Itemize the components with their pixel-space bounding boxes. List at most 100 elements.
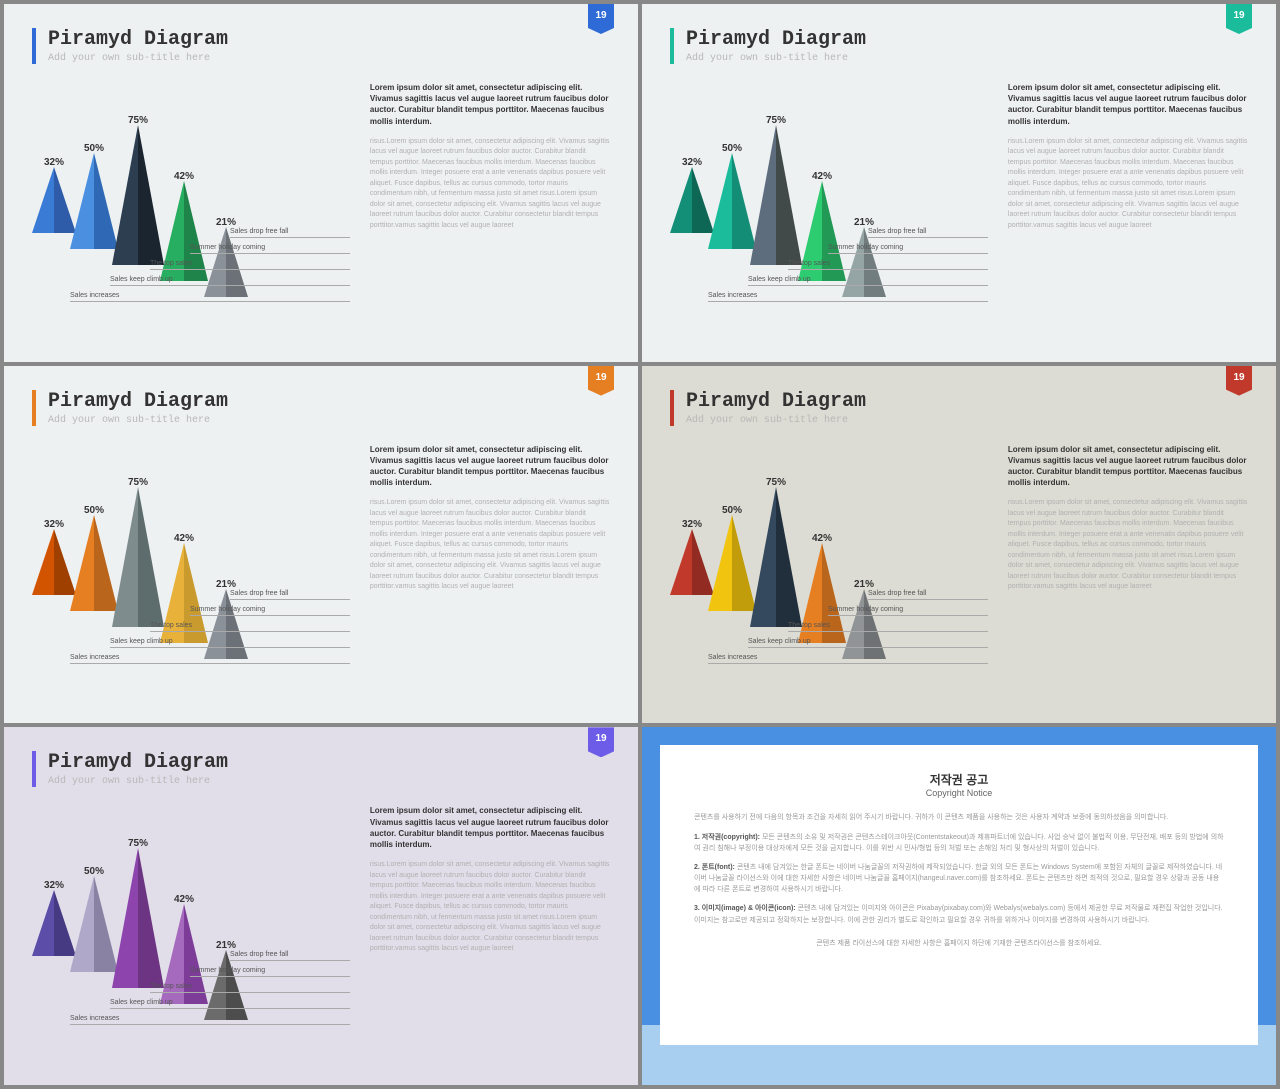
pyramid-chart: 32% 50% 75% 42% 21%Sales drop free fallS… xyxy=(32,805,350,1025)
pyramid-caption-2: Summer holiday coming xyxy=(190,606,350,616)
pyramid-caption-1: Sales drop free fall xyxy=(230,951,350,961)
pyramid-caption-3: The top sales xyxy=(150,622,350,632)
body-paragraph: risus.Lorem ipsum dolor sit amet, consec… xyxy=(1008,498,1248,593)
slide-title: Piramyd Diagram xyxy=(48,751,610,774)
title-block: Piramyd Diagram Add your own sub-title h… xyxy=(32,28,610,64)
slide-number-badge: 19 xyxy=(588,727,614,757)
pyramid-caption-2: Summer holiday coming xyxy=(190,967,350,977)
slide-title: Piramyd Diagram xyxy=(48,28,610,51)
pyramid-2 xyxy=(70,876,118,977)
pyramid-caption-3: The top sales xyxy=(150,260,350,270)
pyramid-value-3: 75% xyxy=(128,477,148,488)
pyramid-chart: 32% 50% 75% 42% 21%Sales drop free fallS… xyxy=(32,82,350,302)
slide-number-badge: 19 xyxy=(1226,366,1252,396)
slide-content: 32% 50% 75% 42% 21%Sales drop free fallS… xyxy=(670,444,1248,664)
pyramid-caption-2: Summer holiday coming xyxy=(828,606,988,616)
slide-content: 32% 50% 75% 42% 21%Sales drop free fallS… xyxy=(32,805,610,1025)
pyramid-caption-5: Sales increases xyxy=(70,654,350,664)
slide-subtitle: Add your own sub-title here xyxy=(48,776,610,787)
pyramid-icon xyxy=(708,515,756,611)
slide-number-badge: 19 xyxy=(1226,4,1252,34)
pyramid-caption-1: Sales drop free fall xyxy=(230,590,350,600)
text-column: Lorem ipsum dolor sit amet, consectetur … xyxy=(370,444,610,664)
pyramid-2 xyxy=(708,515,756,616)
pyramid-value-2: 50% xyxy=(84,143,104,154)
title-block: Piramyd Diagram Add your own sub-title h… xyxy=(670,390,1248,426)
pyramid-chart: 32% 50% 75% 42% 21%Sales drop free fallS… xyxy=(670,444,988,664)
text-column: Lorem ipsum dolor sit amet, consectetur … xyxy=(370,82,610,302)
pyramid-caption-2: Summer holiday coming xyxy=(828,244,988,254)
pyramid-4 xyxy=(160,904,208,1009)
pyramid-value-1: 32% xyxy=(682,519,702,530)
pyramid-caption-1: Sales drop free fall xyxy=(230,228,350,238)
copyright-section-1: 1. 저작권(copyright): 모든 콘텐츠의 소유 및 저작권은 콘텐츠… xyxy=(694,832,1224,854)
text-column: Lorem ipsum dolor sit amet, consectetur … xyxy=(370,805,610,1025)
slide-subtitle: Add your own sub-title here xyxy=(686,415,1248,426)
copyright-title-en: Copyright Notice xyxy=(694,788,1224,798)
copyright-body: 콘텐츠를 사용하기 전에 다음의 항목과 조건을 자세히 읽어 주시기 바랍니다… xyxy=(694,812,1224,949)
pyramid-caption-4: Sales keep climb up xyxy=(110,276,350,286)
pyramid-icon xyxy=(112,487,164,627)
copyright-footer: 콘텐츠 제품 라이선스에 대한 자세한 사항은 홈페이지 하단에 기재한 콘텐츠… xyxy=(694,938,1224,949)
pyramid-icon xyxy=(112,848,164,988)
pyramid-4 xyxy=(798,543,846,648)
pyramid-caption-4: Sales keep climb up xyxy=(748,638,988,648)
slide-subtitle: Add your own sub-title here xyxy=(48,415,610,426)
pyramid-caption-3: The top sales xyxy=(788,260,988,270)
slide-3: 19 Piramyd Diagram Add your own sub-titl… xyxy=(4,366,638,724)
pyramid-caption-1: Sales drop free fall xyxy=(868,228,988,238)
pyramid-caption-2: Summer holiday coming xyxy=(190,244,350,254)
pyramid-chart: 32% 50% 75% 42% 21%Sales drop free fallS… xyxy=(32,444,350,664)
pyramid-value-3: 75% xyxy=(766,477,786,488)
pyramid-caption-4: Sales keep climb up xyxy=(110,638,350,648)
pyramid-2 xyxy=(708,153,756,254)
copyright-title-kr: 저작권 공고 xyxy=(694,771,1224,788)
body-paragraph: risus.Lorem ipsum dolor sit amet, consec… xyxy=(370,860,610,955)
text-column: Lorem ipsum dolor sit amet, consectetur … xyxy=(1008,82,1248,302)
pyramid-value-1: 32% xyxy=(44,519,64,530)
lead-paragraph: Lorem ipsum dolor sit amet, consectetur … xyxy=(370,82,610,127)
slide-copyright: 저작권 공고 Copyright Notice 콘텐츠를 사용하기 전에 다음의… xyxy=(642,727,1276,1085)
lead-paragraph: Lorem ipsum dolor sit amet, consectetur … xyxy=(1008,444,1248,489)
slide-title: Piramyd Diagram xyxy=(48,390,610,413)
pyramid-caption-5: Sales increases xyxy=(70,292,350,302)
slide-content: 32% 50% 75% 42% 21%Sales drop free fallS… xyxy=(32,444,610,664)
pyramid-value-2: 50% xyxy=(84,866,104,877)
slide-5: 19 Piramyd Diagram Add your own sub-titl… xyxy=(4,727,638,1085)
pyramid-value-5: 21% xyxy=(216,217,236,228)
text-column: Lorem ipsum dolor sit amet, consectetur … xyxy=(1008,444,1248,664)
pyramid-value-4: 42% xyxy=(174,171,194,182)
pyramid-value-1: 32% xyxy=(44,880,64,891)
slide-2: 19 Piramyd Diagram Add your own sub-titl… xyxy=(642,4,1276,362)
pyramid-value-2: 50% xyxy=(722,505,742,516)
copyright-intro: 콘텐츠를 사용하기 전에 다음의 항목과 조건을 자세히 읽어 주시기 바랍니다… xyxy=(694,812,1224,823)
slide-number-badge: 19 xyxy=(588,4,614,34)
copyright-panel: 저작권 공고 Copyright Notice 콘텐츠를 사용하기 전에 다음의… xyxy=(660,745,1258,1045)
pyramid-caption-3: The top sales xyxy=(150,983,350,993)
pyramid-caption-5: Sales increases xyxy=(70,1015,350,1025)
lead-paragraph: Lorem ipsum dolor sit amet, consectetur … xyxy=(1008,82,1248,127)
pyramid-value-4: 42% xyxy=(812,533,832,544)
pyramid-caption-4: Sales keep climb up xyxy=(748,276,988,286)
pyramid-caption-3: The top sales xyxy=(788,622,988,632)
pyramid-3 xyxy=(750,125,802,270)
pyramid-icon xyxy=(750,487,802,627)
title-block: Piramyd Diagram Add your own sub-title h… xyxy=(32,390,610,426)
slide-number-badge: 19 xyxy=(588,366,614,396)
pyramid-caption-5: Sales increases xyxy=(708,654,988,664)
pyramid-value-3: 75% xyxy=(128,115,148,126)
pyramid-3 xyxy=(750,487,802,632)
body-paragraph: risus.Lorem ipsum dolor sit amet, consec… xyxy=(370,498,610,593)
slide-title: Piramyd Diagram xyxy=(686,390,1248,413)
title-block: Piramyd Diagram Add your own sub-title h… xyxy=(32,751,610,787)
pyramid-value-4: 42% xyxy=(174,894,194,905)
lead-paragraph: Lorem ipsum dolor sit amet, consectetur … xyxy=(370,444,610,489)
pyramid-value-3: 75% xyxy=(766,115,786,126)
pyramid-caption-1: Sales drop free fall xyxy=(868,590,988,600)
slide-title: Piramyd Diagram xyxy=(686,28,1248,51)
pyramid-4 xyxy=(798,181,846,286)
pyramid-2 xyxy=(70,515,118,616)
pyramid-caption-4: Sales keep climb up xyxy=(110,999,350,1009)
copyright-section-2: 2. 폰트(font): 콘텐츠 내에 담겨있는 한글 폰트는 네이버 나눔글꼴… xyxy=(694,862,1224,896)
slide-4: 19 Piramyd Diagram Add your own sub-titl… xyxy=(642,366,1276,724)
